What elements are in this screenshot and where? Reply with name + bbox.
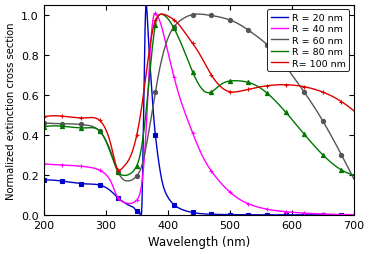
- R = 40 nm: [222, 185, 226, 188]
- R = 20 nm: [278, 213, 282, 216]
- R = 20 nm: [138, 214, 142, 217]
- Legend: R = 20 nm, R = 40 nm, R = 60 nm, R = 80 nm, R= 100 nm: R = 20 nm, R = 40 nm, R = 60 nm, R = 80 …: [267, 10, 349, 72]
- R = 20 nm: [231, 213, 235, 216]
- R = 60 nm: [278, 58, 282, 61]
- R = 60 nm: [240, 25, 244, 28]
- R= 100 nm: [231, 91, 235, 94]
- R= 100 nm: [240, 90, 244, 93]
- R = 80 nm: [61, 125, 65, 128]
- R = 20 nm: [144, 4, 148, 7]
- Line: R = 80 nm: R = 80 nm: [44, 15, 354, 176]
- R = 80 nm: [159, 14, 164, 17]
- Line: R = 40 nm: R = 40 nm: [44, 14, 354, 215]
- R = 60 nm: [352, 178, 356, 181]
- R = 40 nm: [230, 193, 235, 196]
- R = 80 nm: [278, 105, 282, 108]
- R = 80 nm: [309, 142, 314, 145]
- R = 20 nm: [240, 213, 244, 216]
- R = 60 nm: [309, 102, 314, 105]
- R = 80 nm: [41, 126, 46, 129]
- R = 60 nm: [222, 18, 227, 21]
- R = 40 nm: [309, 212, 313, 215]
- R = 80 nm: [352, 174, 356, 177]
- R= 100 nm: [160, 13, 164, 17]
- R = 80 nm: [231, 80, 235, 83]
- R = 40 nm: [41, 163, 46, 166]
- R= 100 nm: [278, 84, 282, 87]
- R = 20 nm: [309, 213, 314, 216]
- R = 60 nm: [41, 122, 46, 125]
- R = 60 nm: [125, 180, 130, 183]
- R= 100 nm: [61, 115, 65, 118]
- R= 100 nm: [222, 89, 227, 92]
- R = 80 nm: [222, 82, 227, 85]
- R = 60 nm: [231, 21, 235, 24]
- R = 60 nm: [61, 123, 65, 126]
- R = 40 nm: [277, 210, 282, 213]
- R = 20 nm: [222, 213, 227, 216]
- Y-axis label: Normalized extinction cross section: Normalized extinction cross section: [6, 22, 16, 199]
- Line: R = 20 nm: R = 20 nm: [44, 6, 354, 215]
- R= 100 nm: [117, 169, 122, 172]
- R= 100 nm: [352, 110, 356, 113]
- R = 20 nm: [352, 213, 356, 216]
- Line: R= 100 nm: R= 100 nm: [44, 15, 354, 171]
- R = 20 nm: [61, 180, 65, 183]
- R = 40 nm: [352, 213, 356, 216]
- R = 60 nm: [196, 13, 201, 17]
- R = 80 nm: [122, 174, 127, 177]
- R = 80 nm: [240, 80, 244, 83]
- R = 20 nm: [41, 179, 46, 182]
- R= 100 nm: [309, 88, 314, 91]
- X-axis label: Wavelength (nm): Wavelength (nm): [148, 235, 250, 248]
- Line: R = 60 nm: R = 60 nm: [44, 15, 354, 181]
- R = 40 nm: [239, 199, 244, 202]
- R= 100 nm: [41, 116, 46, 119]
- R = 40 nm: [61, 164, 65, 167]
- R = 40 nm: [153, 13, 157, 16]
